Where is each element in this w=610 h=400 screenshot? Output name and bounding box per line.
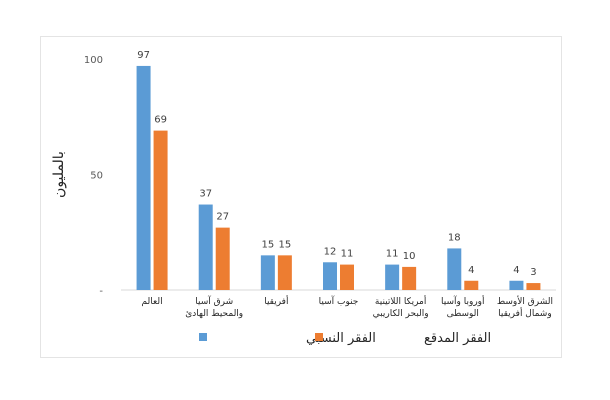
x-tick-label: جنوب آسيا [319,295,359,307]
data-label: 15 [278,239,291,250]
y-tick-label: 50 [90,171,103,182]
bar-relative-4 [385,264,400,290]
bar-extreme-6 [526,283,541,290]
data-label: 69 [154,115,167,126]
bar-extreme-1 [215,227,230,290]
bar-relative-0 [136,65,151,291]
y-tick-label: - [99,286,103,297]
bar-extreme-4 [402,266,417,290]
chart-frame: - 50 100 بالمليون 97 69 العالم 37 27 شرق آسيا والم… [40,36,562,358]
data-label: 11 [341,249,354,260]
y-axis-label: بالمليون [51,151,67,198]
bar-extreme-2 [277,255,292,290]
bar-relative-5 [447,248,462,290]
bar-chart: - 50 100 بالمليون 97 69 العالم 37 27 شرق آسيا والم… [51,50,556,346]
x-tick-label: أمريكا اللاتينية [375,295,426,307]
x-tick-label: الوسطى [447,309,479,319]
bar-relative-6 [509,280,524,290]
bar-relative-2 [260,255,275,290]
x-tick-label: أوروبا وآسيا [441,295,485,307]
bar-relative-1 [198,204,213,290]
data-label: 37 [199,189,212,200]
data-label: 18 [448,232,461,243]
data-label: 97 [137,50,150,61]
data-label: 15 [261,239,274,250]
data-label: 3 [530,267,536,278]
x-tick-label: والبحر الكاريبي [373,309,429,319]
y-tick-label: 100 [84,55,103,66]
legend-label-extreme: الفقر المدقع [424,331,491,346]
data-label: 12 [324,246,337,257]
x-tick-label: أفريقيا [264,295,288,307]
bar-extreme-3 [340,264,354,290]
data-label: 11 [386,249,399,260]
legend-swatch-extreme [315,333,323,341]
data-label: 4 [468,265,474,276]
data-label: 4 [513,265,519,276]
data-label: 10 [403,251,416,262]
bar-extreme-5 [464,280,479,290]
x-tick-label: الشرق الأوسط [497,295,553,307]
bar-relative-3 [323,262,337,290]
legend-label-relative: الفقر النسبي [306,331,376,346]
x-tick-label: وشمال أفريقيا [498,307,552,319]
data-label: 27 [216,212,229,223]
legend-swatch-relative [199,333,207,341]
bar-extreme-0 [153,130,168,290]
x-tick-label: شرق آسيا [195,295,233,307]
x-tick-label: والمحيط الهادئ [185,309,243,319]
x-tick-label: العالم [142,297,163,307]
